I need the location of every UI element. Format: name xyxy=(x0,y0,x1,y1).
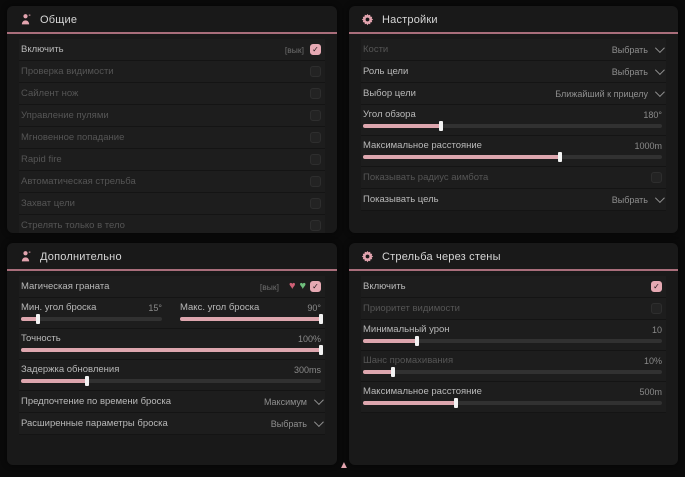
slider-thumb[interactable] xyxy=(319,314,323,324)
chevron-down-icon xyxy=(654,87,665,98)
panel-title: Настройки xyxy=(382,13,438,26)
checkbox[interactable]: ✓ xyxy=(651,172,662,183)
panel-settings-header: Настройки xyxy=(349,6,678,34)
row-visibility-priority[interactable]: Приоритет видимости ✓ xyxy=(361,298,666,320)
keybind-state-badge: [вык] xyxy=(284,44,304,55)
panel-title: Стрельба через стены xyxy=(382,250,501,263)
row-throw-time-preference[interactable]: Предпочтение по времени броска Максимум xyxy=(19,391,325,413)
panel-additional: Дополнительно Магическая граната [вык] ♥… xyxy=(7,243,337,465)
max-angle-slider[interactable] xyxy=(180,314,323,324)
row-advanced-throw-params[interactable]: Расширенные параметры броска Выбрать xyxy=(19,413,325,435)
chevron-down-icon xyxy=(654,43,665,54)
row-update-delay: Задержка обновления 300ms xyxy=(19,360,325,391)
slider-thumb[interactable] xyxy=(35,314,40,324)
throw-time-dropdown[interactable]: Максимум xyxy=(264,395,324,407)
checkbox[interactable]: ✓ xyxy=(310,198,321,209)
bottom-marker-icon: ▲ xyxy=(339,460,349,471)
aimbot-person-icon xyxy=(19,13,32,26)
slider-thumb[interactable] xyxy=(390,367,395,377)
slider-value: 1000m xyxy=(634,140,662,151)
min-angle-slider[interactable] xyxy=(21,314,162,324)
row-miss-chance: Шанс промахивания 10% xyxy=(361,351,666,382)
checkbox[interactable]: ✓ xyxy=(310,281,321,292)
update-delay-slider[interactable] xyxy=(21,376,321,386)
row-instant-hit[interactable]: Мгновенное попадание ✓ xyxy=(19,127,325,149)
row-target-role[interactable]: Роль цели Выбрать xyxy=(361,61,666,83)
slider-thumb[interactable] xyxy=(85,376,89,386)
aimbot-person-icon xyxy=(19,250,32,263)
row-label: Включить xyxy=(21,44,64,55)
row-magic-grenade[interactable]: Магическая граната [вык] ♥ ♥ ✓ xyxy=(19,276,325,298)
gear-icon xyxy=(361,250,374,263)
row-min-damage: Минимальный урон 10 xyxy=(361,320,666,351)
checkbox[interactable]: ✓ xyxy=(310,44,321,55)
checkbox[interactable]: ✓ xyxy=(310,110,321,121)
miss-chance-slider[interactable] xyxy=(363,367,662,377)
row-throw-angles: Мин. угол броска 15° Макс. угол броска 9… xyxy=(19,298,325,329)
panel-title: Общие xyxy=(40,13,78,26)
chevron-down-icon xyxy=(654,193,665,204)
row-accuracy: Точность 100% xyxy=(19,329,325,360)
max-distance-slider[interactable] xyxy=(363,152,662,162)
row-show-target[interactable]: Показывать цель Выбрать xyxy=(361,189,666,211)
row-target-selection[interactable]: Выбор цели Ближайший к прицелу xyxy=(361,83,666,105)
slider-thumb[interactable] xyxy=(438,121,443,131)
slider-thumb[interactable] xyxy=(319,345,323,355)
row-target-lock[interactable]: Захват цели ✓ xyxy=(19,193,325,215)
checkbox[interactable]: ✓ xyxy=(651,281,662,292)
checkbox[interactable]: ✓ xyxy=(310,220,321,231)
row-max-distance: Максимальное расстояние 500m xyxy=(361,382,666,413)
checkbox[interactable]: ✓ xyxy=(310,88,321,99)
checkbox[interactable]: ✓ xyxy=(310,154,321,165)
checkbox[interactable]: ✓ xyxy=(310,132,321,143)
checkbox[interactable]: ✓ xyxy=(310,66,321,77)
chevron-down-icon xyxy=(654,65,665,76)
panel-title: Дополнительно xyxy=(40,250,122,263)
panel-wallshoot-header: Стрельба через стены xyxy=(349,243,678,271)
row-bullet-control[interactable]: Управление пулями ✓ xyxy=(19,105,325,127)
slider-thumb[interactable] xyxy=(414,336,419,346)
row-enable[interactable]: Включить [вык] ✓ xyxy=(19,39,325,61)
show-target-dropdown[interactable]: Выбрать xyxy=(612,193,665,205)
row-fov: Угол обзора 180° xyxy=(361,105,666,136)
panel-additional-header: Дополнительно xyxy=(7,243,337,271)
panel-general-header: Общие xyxy=(7,6,337,34)
row-max-distance: Максимальное расстояние 1000m xyxy=(361,136,666,167)
row-silent-knife[interactable]: Сайлент нож ✓ xyxy=(19,83,325,105)
panel-settings: Настройки Кости Выбрать Роль цели Выбрат… xyxy=(349,6,678,233)
row-visibility-check[interactable]: Проверка видимости ✓ xyxy=(19,61,325,83)
row-auto-fire[interactable]: Автоматическая стрельба ✓ xyxy=(19,171,325,193)
chevron-down-icon xyxy=(313,417,324,428)
slider-thumb[interactable] xyxy=(453,398,458,408)
row-show-radius[interactable]: Показывать радиус аимбота ✓ xyxy=(361,167,666,189)
max-throw-angle: Макс. угол броска 90° xyxy=(180,301,323,324)
row-body-only[interactable]: Стрелять только в тело ✓ xyxy=(19,215,325,233)
fov-slider[interactable] xyxy=(363,121,662,131)
keybind-state-badge: [вык] xyxy=(259,281,279,292)
panel-general: Общие Включить [вык] ✓ Проверка видимост… xyxy=(7,6,337,233)
target-role-dropdown[interactable]: Выбрать xyxy=(612,65,665,77)
row-enable[interactable]: Включить ✓ xyxy=(361,276,666,298)
checkbox[interactable]: ✓ xyxy=(310,176,321,187)
advanced-throw-dropdown[interactable]: Выбрать xyxy=(271,417,324,429)
green-heart-icon[interactable]: ♥ xyxy=(299,280,306,292)
min-throw-angle: Мин. угол броска 15° xyxy=(21,301,162,324)
gear-icon xyxy=(361,13,374,26)
min-damage-slider[interactable] xyxy=(363,336,662,346)
wall-max-distance-slider[interactable] xyxy=(363,398,662,408)
bones-dropdown[interactable]: Выбрать xyxy=(612,43,665,55)
panel-wallshoot: Стрельба через стены Включить ✓ Приорите… xyxy=(349,243,678,465)
red-heart-icon[interactable]: ♥ xyxy=(288,280,296,292)
checkbox[interactable]: ✓ xyxy=(651,303,662,314)
target-selection-dropdown[interactable]: Ближайший к прицелу xyxy=(555,87,665,99)
slider-thumb[interactable] xyxy=(558,152,563,162)
accuracy-slider[interactable] xyxy=(21,345,323,355)
row-bones[interactable]: Кости Выбрать xyxy=(361,39,666,61)
chevron-down-icon xyxy=(313,395,324,406)
slider-value: 180° xyxy=(643,109,662,120)
row-rapid-fire[interactable]: Rapid fire ✓ xyxy=(19,149,325,171)
